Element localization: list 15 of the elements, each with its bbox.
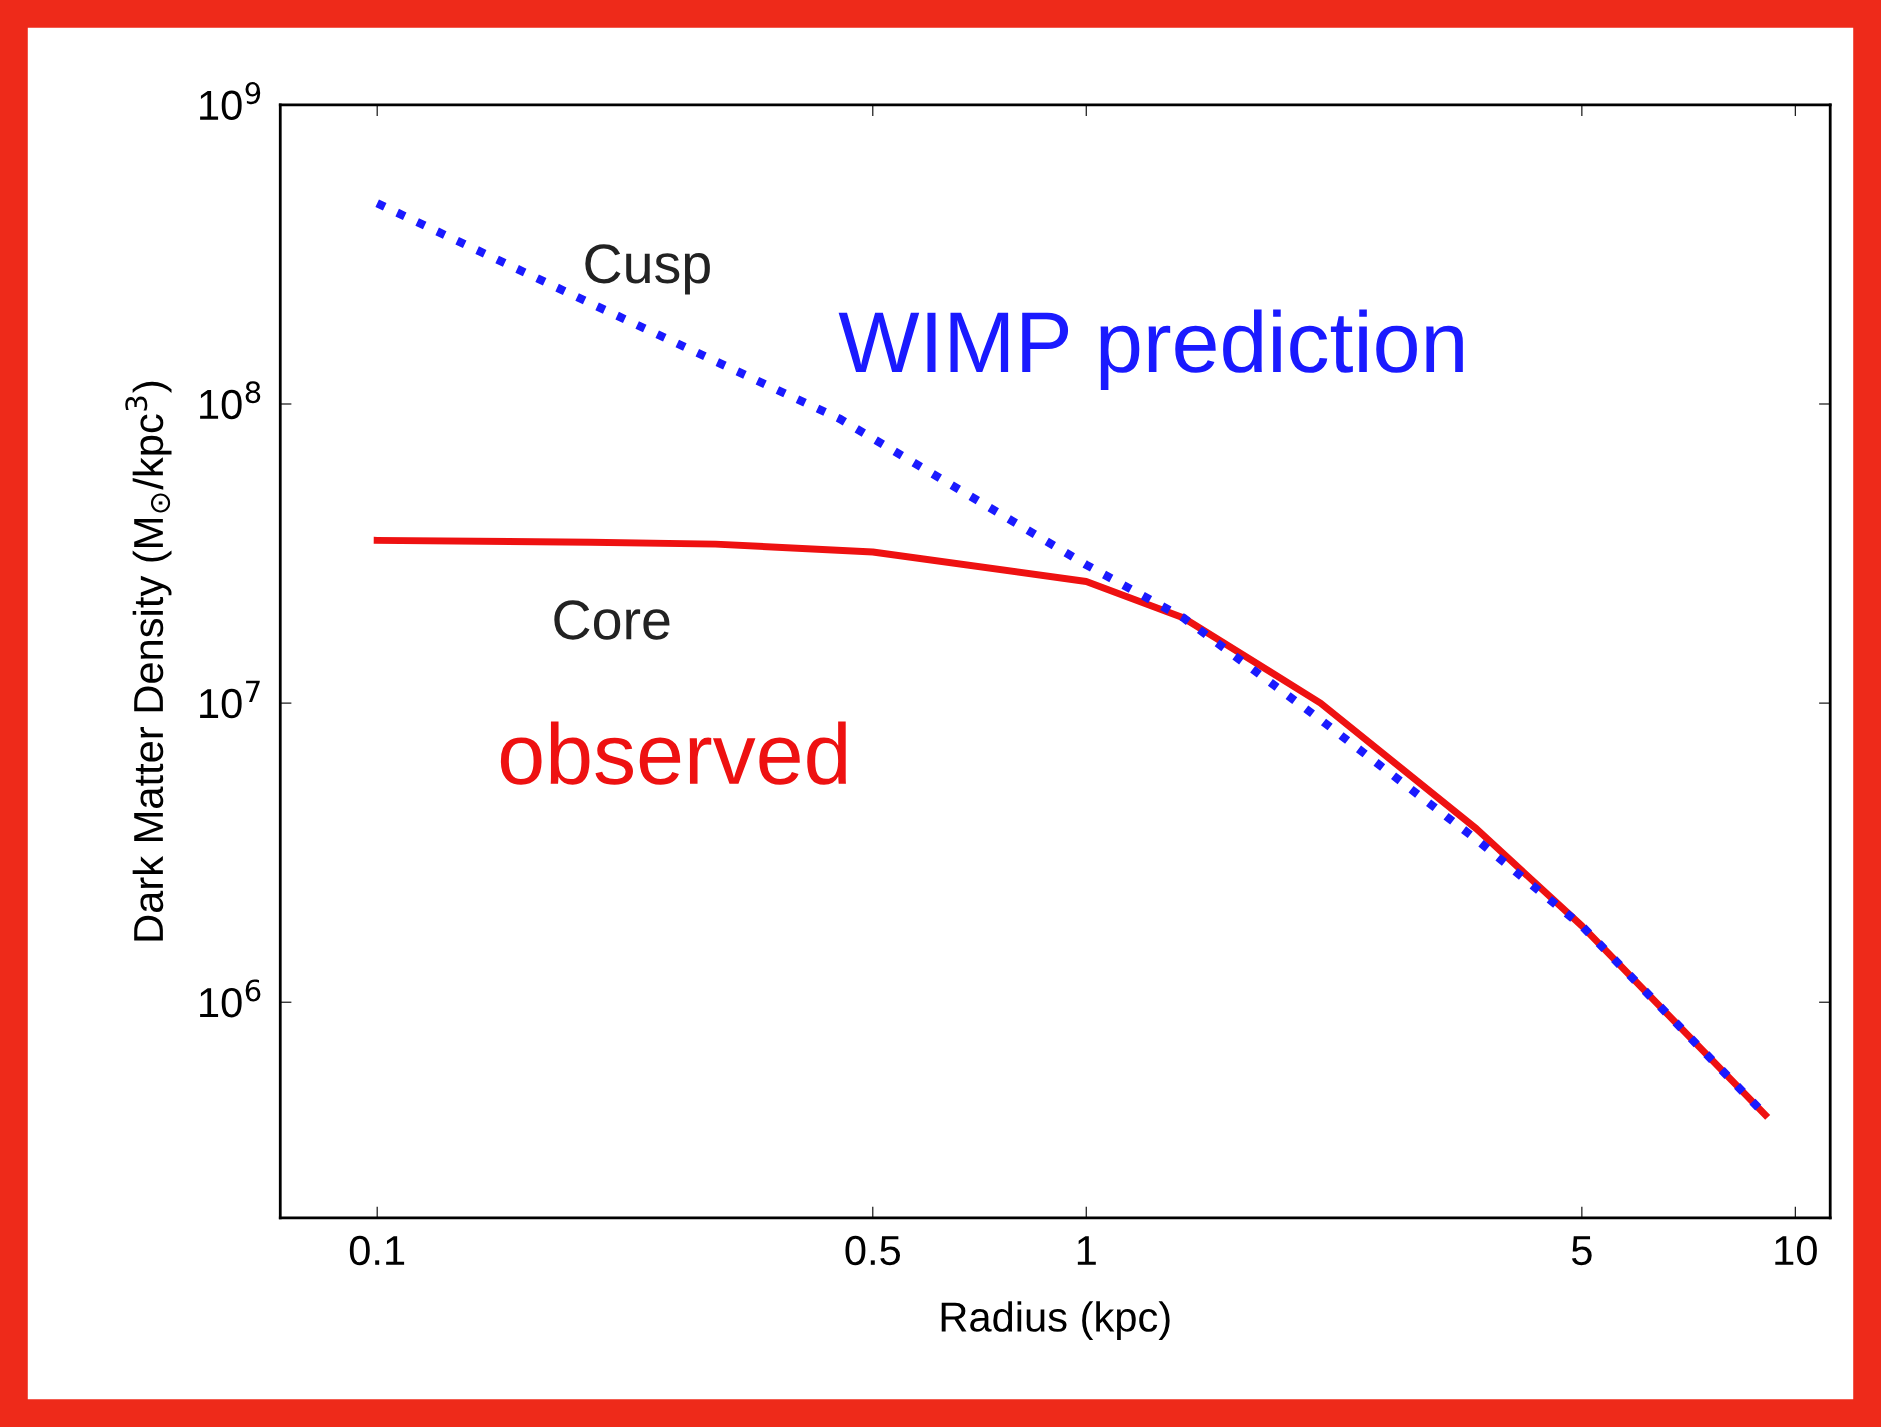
series-label: WIMP prediction: [838, 309, 1463, 390]
x-tick-label: 5: [1571, 1236, 1592, 1266]
series-label: observed: [500, 721, 846, 785]
y-tick-label: 10$^{8}$: [200, 381, 261, 420]
y-tick-label: 10$^{9}$: [200, 82, 261, 121]
x-axis-title: Radius (kpc): [941, 1301, 1170, 1341]
y-tick-label: 10$^{6}$: [200, 979, 261, 1018]
x-tick-label: 0.5: [845, 1235, 901, 1266]
x-tick-label: 10: [1775, 1235, 1817, 1266]
y-axis-title: Dark Matter Density (M$_{⊙}$/kpc$^{3}$): [125, 381, 172, 941]
x-tick-label: 0.1: [349, 1235, 405, 1266]
annotation: Cusp: [585, 244, 710, 295]
y-tick-label: 10$^{7}$: [200, 680, 260, 719]
annotation: Core: [554, 600, 670, 640]
x-tick-label: 1: [1077, 1236, 1096, 1265]
